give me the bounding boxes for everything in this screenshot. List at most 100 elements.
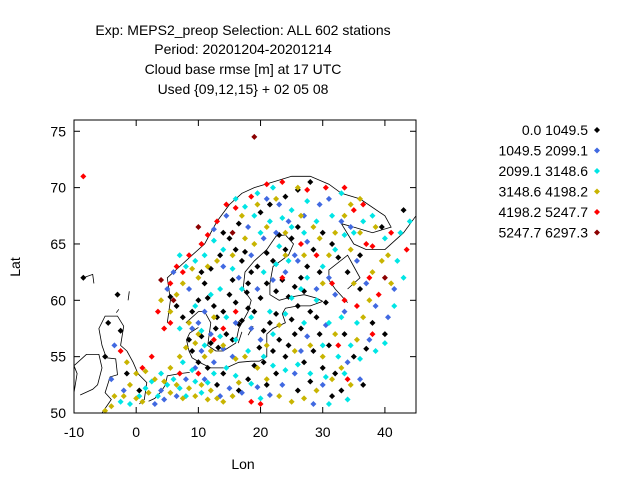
- station-point: [245, 224, 252, 231]
- station-point: [238, 257, 245, 264]
- station-point: [120, 393, 127, 400]
- station-point: [263, 381, 270, 388]
- station-point: [325, 274, 332, 281]
- station-point: [210, 370, 217, 377]
- station-point: [322, 373, 329, 380]
- station-point: [220, 308, 227, 315]
- station-point: [154, 308, 161, 315]
- station-point: [344, 396, 351, 403]
- title-line-3: Cloud base rmse [m] at 17 UTC: [145, 61, 342, 77]
- station-point: [198, 327, 205, 334]
- station-point: [279, 274, 286, 281]
- station-point: [186, 336, 193, 343]
- station-point: [201, 252, 208, 259]
- station-point: [260, 269, 267, 276]
- station-point: [294, 302, 301, 309]
- station-point: [142, 368, 149, 375]
- legend-marker: [594, 127, 600, 133]
- station-point: [170, 376, 177, 383]
- station-point: [151, 376, 158, 383]
- station-point: [310, 400, 317, 407]
- station-point: [325, 319, 332, 326]
- station-point: [282, 193, 289, 200]
- station-point: [195, 370, 202, 377]
- station-point: [266, 308, 273, 315]
- y-tick-label: 75: [50, 123, 66, 139]
- station-point: [344, 269, 351, 276]
- station-point: [210, 336, 217, 343]
- station-point: [269, 331, 276, 338]
- station-point: [245, 376, 252, 383]
- station-point: [329, 376, 336, 383]
- station-point: [372, 302, 379, 309]
- station-point: [198, 269, 205, 276]
- station-point: [223, 201, 230, 208]
- station-point: [288, 398, 295, 405]
- station-point: [341, 370, 348, 377]
- coastline-segment: [127, 291, 130, 301]
- station-point: [304, 333, 311, 340]
- station-point: [154, 393, 161, 400]
- station-point: [310, 224, 317, 231]
- station-point: [242, 248, 248, 255]
- station-point: [291, 331, 298, 338]
- station-point: [254, 190, 261, 197]
- station-point: [80, 173, 87, 180]
- y-axis-label: Lat: [7, 257, 23, 277]
- station-point: [332, 246, 339, 253]
- station-point: [139, 398, 146, 405]
- station-point: [182, 344, 189, 351]
- station-point: [198, 381, 205, 388]
- station-point: [126, 400, 133, 407]
- station-point: [176, 325, 183, 332]
- station-point: [133, 370, 140, 377]
- station-point: [301, 395, 308, 402]
- station-point: [176, 385, 183, 392]
- station-point: [307, 378, 314, 385]
- station-point: [220, 342, 227, 349]
- station-point: [192, 257, 199, 264]
- station-point: [251, 308, 258, 315]
- station-point: [189, 308, 196, 315]
- station-point: [189, 265, 196, 272]
- station-point: [357, 229, 364, 236]
- station-point: [192, 378, 199, 385]
- station-point: [260, 327, 267, 334]
- station-point: [232, 308, 239, 315]
- station-point: [282, 229, 289, 236]
- station-point: [179, 280, 186, 287]
- station-point: [338, 314, 345, 321]
- station-point: [229, 252, 236, 259]
- station-point: [279, 178, 286, 185]
- station-point: [257, 400, 264, 407]
- station-point: [291, 370, 298, 377]
- station-point: [242, 203, 248, 210]
- station-point: [369, 243, 376, 250]
- station-point: [366, 297, 373, 304]
- station-point: [248, 398, 255, 405]
- legend-label: 2099.1 3148.6: [498, 163, 588, 179]
- station-point: [179, 269, 186, 276]
- station-point: [229, 393, 236, 400]
- station-point: [173, 393, 180, 400]
- station-point: [232, 319, 239, 326]
- legend-label: 4198.2 5247.7: [498, 204, 588, 220]
- station-point: [313, 286, 320, 293]
- station-point: [248, 193, 255, 200]
- coastline-segment: [166, 175, 417, 323]
- x-tick-label: 10: [191, 424, 207, 440]
- station-point: [341, 212, 348, 219]
- station-point: [204, 379, 211, 386]
- station-point: [260, 359, 267, 366]
- station-point: [210, 314, 217, 321]
- station-point: [279, 215, 286, 222]
- station-point: [248, 252, 255, 259]
- station-point: [212, 325, 219, 332]
- station-point: [217, 286, 224, 293]
- station-point: [294, 387, 301, 394]
- station-point: [133, 395, 140, 402]
- station-point: [173, 291, 180, 298]
- station-point: [369, 269, 376, 276]
- station-point: [273, 195, 280, 202]
- station-point: [126, 381, 133, 388]
